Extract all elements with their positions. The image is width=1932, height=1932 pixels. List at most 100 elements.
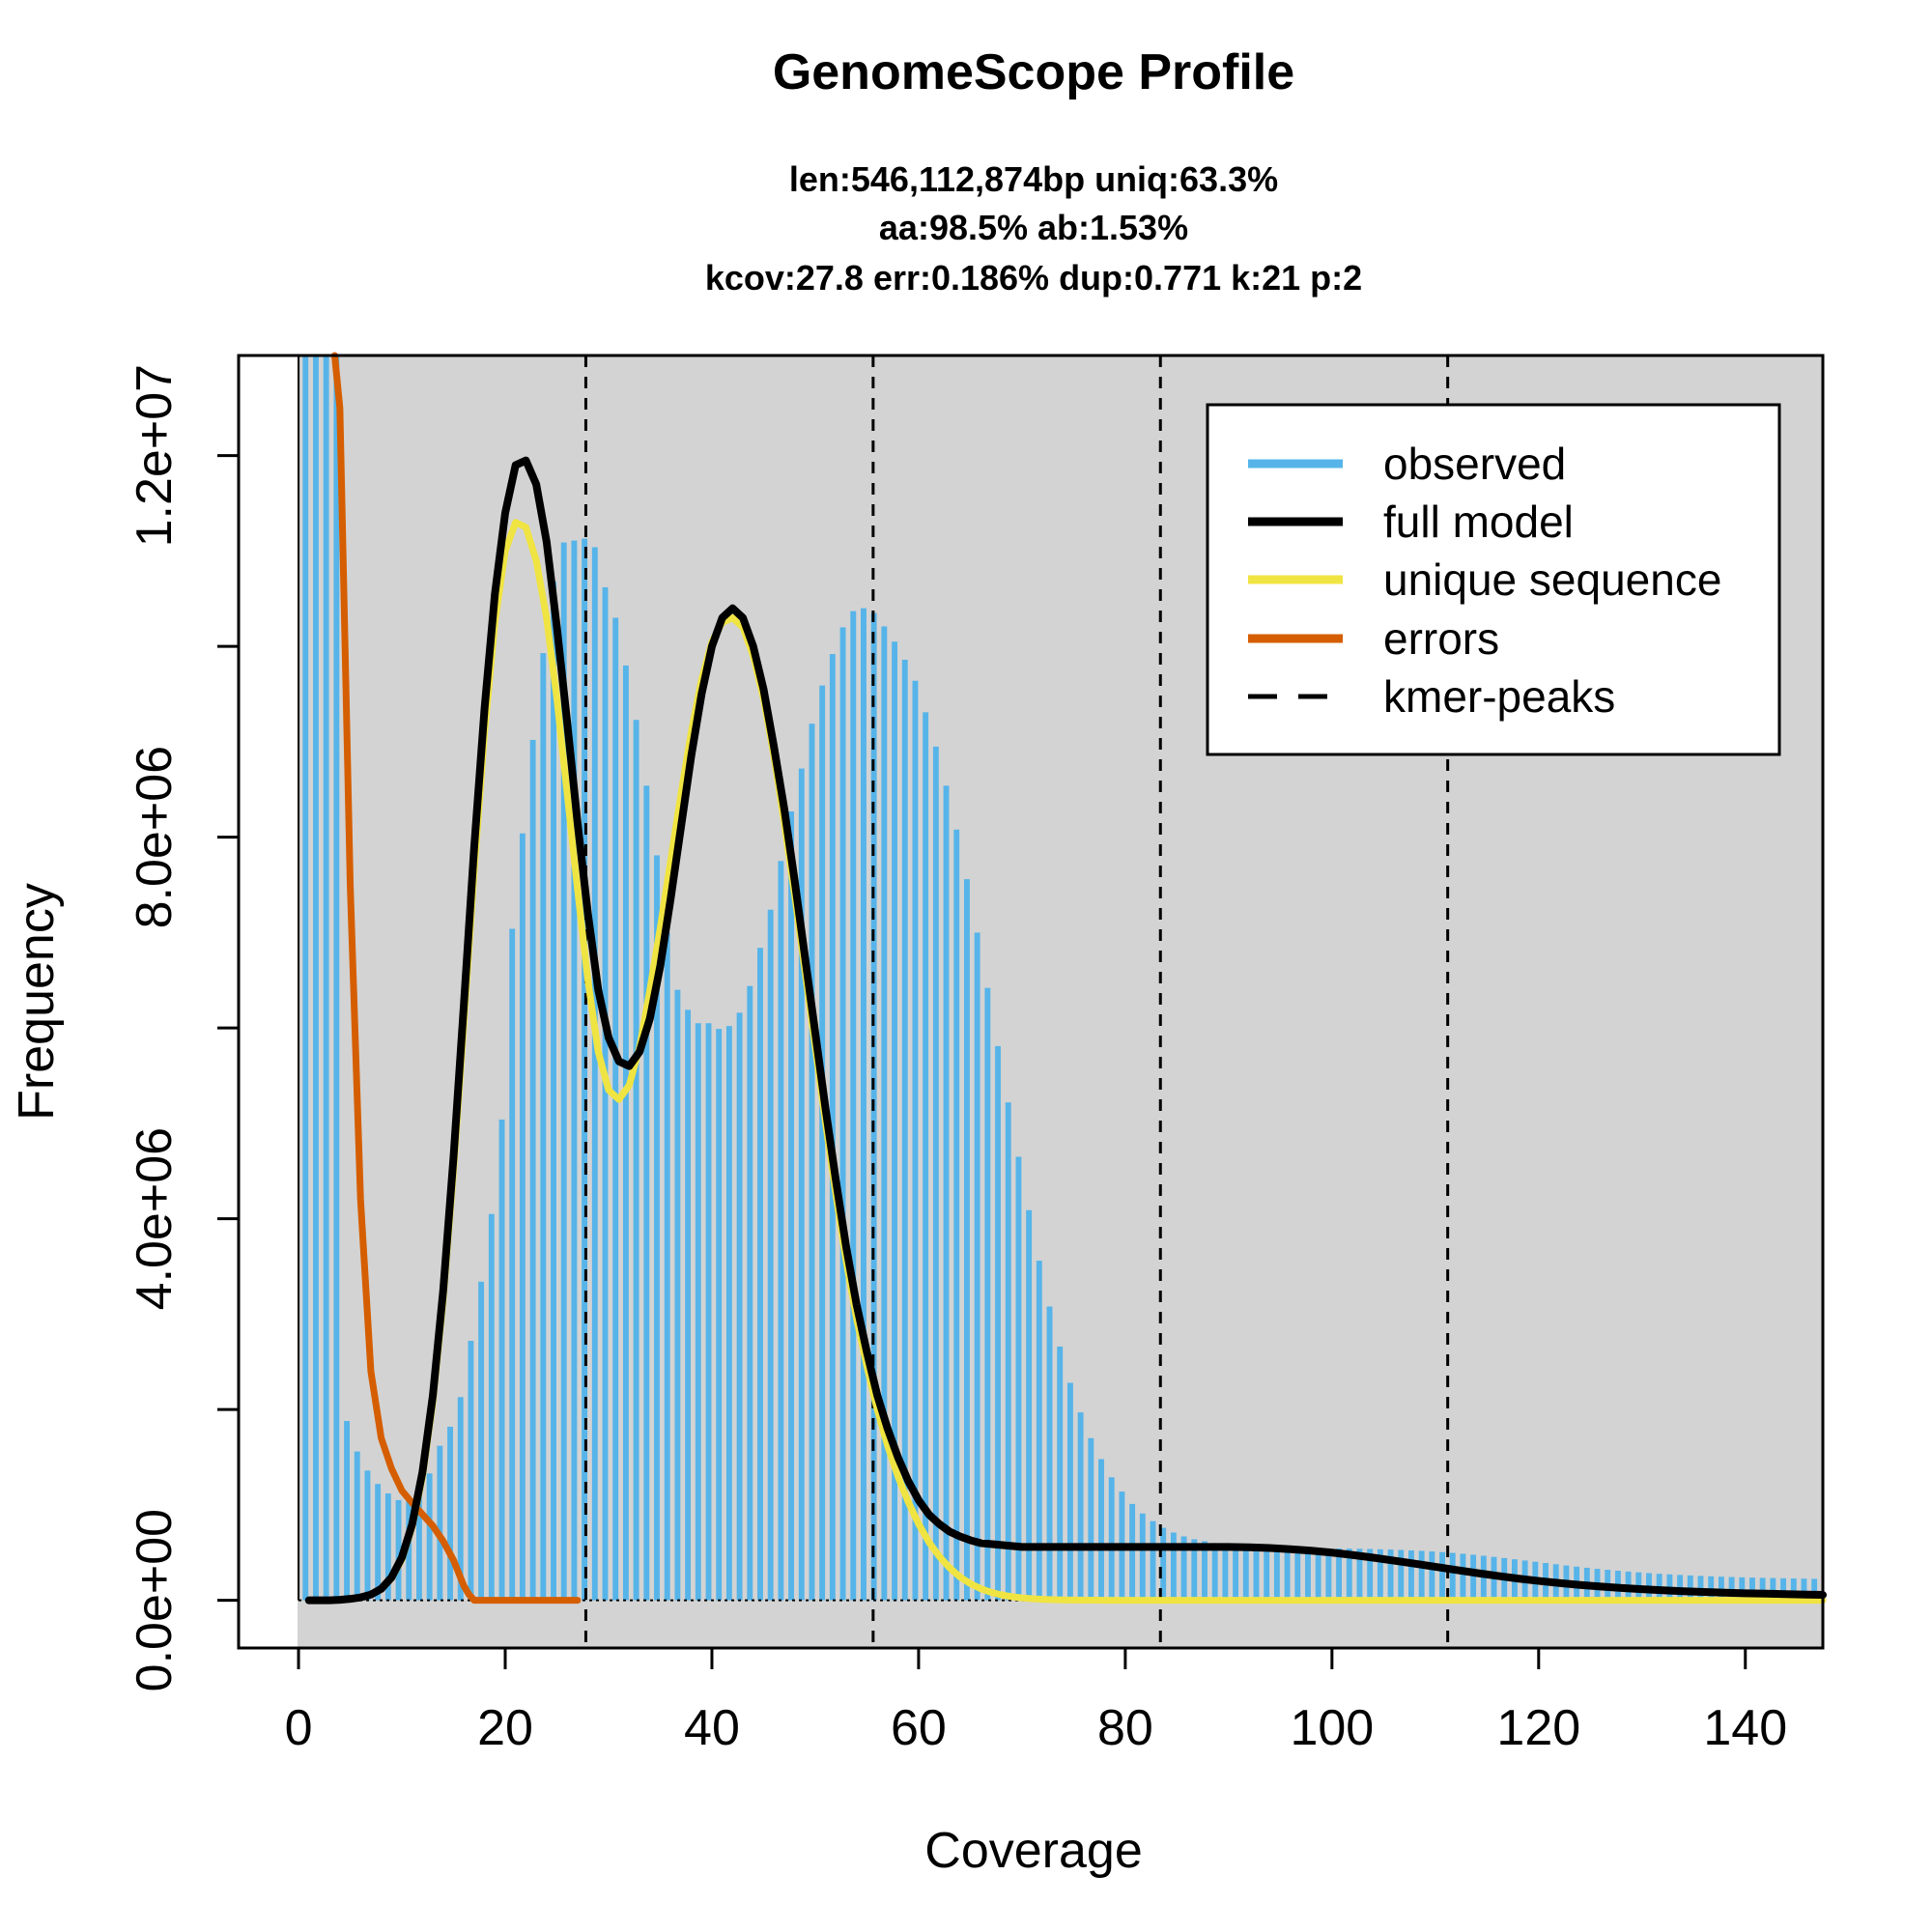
observed-bar [406,1497,412,1601]
full-model-curve [304,456,1827,1605]
y-tick-label: 4.0e+06 [127,1127,183,1310]
x-tick-label: 80 [1097,1700,1153,1756]
y-tick-label: 0.0e+00 [127,1509,183,1691]
observed-bar [1066,1382,1073,1601]
observed-bar [1233,1545,1239,1601]
observed-bar [488,1213,495,1601]
observed-bar [1708,1576,1715,1601]
observed-bar [1770,1577,1776,1601]
observed-bar [1077,1412,1084,1601]
observed-white-gap [239,355,298,1648]
observed-bar [591,547,598,1601]
observed-bar [984,987,991,1601]
observed-bar [1325,1548,1332,1601]
observed-bar [1759,1577,1766,1601]
observed-bar [1294,1548,1301,1601]
observed-bar [1356,1548,1363,1601]
observed-bar [1790,1578,1797,1601]
observed-bar [1139,1513,1146,1601]
observed-bar [1046,1306,1053,1601]
x-tick-label: 100 [1290,1700,1374,1756]
observed-bar [1150,1520,1156,1601]
observed-bar [1367,1548,1374,1601]
observed-bar [1242,1546,1249,1601]
observed-bar [612,617,619,1601]
observed-bar [829,654,836,1601]
observed-bar [1801,1578,1807,1601]
observed-bar [664,932,670,1601]
observed-bar [850,611,857,1601]
observed-bar [932,746,939,1601]
observed-bar [384,1493,391,1601]
observed-bar [1387,1549,1394,1601]
observed-bar [912,680,919,1601]
observed-bar [964,879,970,1601]
observed-bars [298,355,1823,1602]
observed-bar [767,909,774,1601]
observed-bar [1026,1209,1033,1601]
observed-bar [736,1012,743,1601]
observed-bar [447,1426,453,1601]
observed-bar [560,542,567,1601]
y-axis-label: Frequency [9,883,65,1121]
observed-bar [1211,1543,1218,1601]
observed-bar [1398,1549,1405,1601]
model-curves [304,352,1827,1605]
observed-bar [1470,1554,1477,1601]
chart-subtitle-line-2: aa:98.5% ab:1.53% [879,208,1188,247]
legend-label-observed: observed [1383,439,1566,489]
observed-bar [1460,1553,1466,1601]
observed-bar [1780,1577,1787,1601]
observed-bar [354,1451,360,1601]
errors-curve [330,352,582,1605]
x-tick-label: 20 [477,1700,533,1756]
observed-bar [1088,1437,1094,1601]
observed-bar [1728,1577,1735,1601]
observed-bar [540,653,547,1601]
observed-bar [437,1445,443,1601]
chart-title: GenomeScope Profile [773,44,1294,100]
observed-bar [725,1026,732,1601]
legend-label-kmer-peaks: kmer-peaks [1383,671,1615,722]
observed-bar [995,1045,1001,1601]
observed-bar [1315,1548,1321,1601]
observed-bar [943,785,950,1601]
observed-bar [478,1281,485,1601]
observed-bar [716,1029,723,1601]
observed-bar [1180,1536,1187,1601]
y-tick-label: 8.0e+06 [127,746,183,928]
observed-bar [1439,1551,1445,1601]
observed-bar [974,932,980,1601]
observed-bar [1057,1346,1064,1601]
observed-bar [778,861,784,1601]
observed-bar [551,582,556,1601]
observed-bar [839,627,846,1601]
x-tick-label: 60 [891,1700,947,1756]
observed-bar [1718,1577,1724,1601]
observed-bar [674,989,681,1601]
observed-bar [1202,1541,1208,1601]
observed-bar [622,665,629,1601]
observed-bar [571,540,578,1601]
observed-bar [333,355,340,1601]
observed-bar [519,833,526,1601]
observed-bar [1005,1102,1011,1601]
observed-bar [426,1473,433,1601]
observed-bar [602,586,609,1601]
observed-bar [1160,1527,1167,1601]
observed-bar [1273,1547,1280,1601]
observed-bar [1129,1503,1136,1601]
observed-bar [643,785,650,1601]
legend-label-errors: errors [1383,613,1499,664]
observed-bar [881,626,888,1601]
observed-bar [1336,1548,1343,1601]
x-axis-label: Coverage [924,1823,1142,1879]
observed-bar [757,948,763,1601]
x-tick-label: 140 [1703,1700,1787,1756]
observed-bar [302,355,309,1601]
observed-bar [1418,1550,1425,1601]
observed-bar [819,685,826,1601]
observed-bar [498,1119,505,1601]
observed-bar [416,1491,422,1601]
observed-bar [1739,1577,1746,1601]
